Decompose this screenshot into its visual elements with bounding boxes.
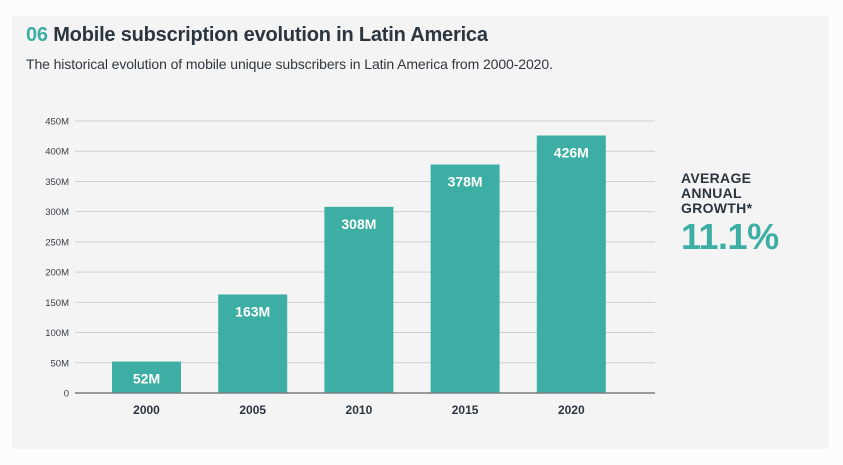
bar [536, 135, 606, 394]
growth-label-line: AVERAGE [681, 170, 752, 186]
bar [324, 206, 394, 393]
chart-number: 06 [26, 24, 48, 46]
average-growth-callout: AVERAGE ANNUAL GROWTH* 11.1% [681, 171, 779, 257]
x-axis-ticks: 2000 2005 2010 2015 2020 [133, 403, 585, 417]
y-tick-label: 400M [45, 147, 69, 158]
bar-data-label: 426M [554, 145, 589, 161]
y-tick-label: 200M [45, 268, 69, 279]
growth-label-line: ANNUAL [681, 185, 742, 201]
y-tick-label: 250M [45, 237, 69, 248]
chart-subtitle: The historical evolution of mobile uniqu… [26, 56, 553, 72]
bar-data-label: 163M [235, 303, 270, 319]
x-tick-label: 2005 [239, 403, 266, 417]
x-tick-label: 2000 [133, 403, 160, 417]
x-tick-label: 2010 [346, 403, 373, 417]
y-axis-ticks: 0 50M 100M 150M 200M 250M 300M 350M 400M 450M [45, 117, 69, 400]
x-tick-label: 2015 [452, 403, 479, 417]
bars: 52M 163M 308M 378M 426M [75, 135, 655, 394]
bar [112, 361, 181, 393]
growth-value: 11.1% [681, 216, 779, 257]
y-tick-label: 300M [45, 207, 69, 218]
bar-data-label: 52M [133, 371, 160, 387]
bar [430, 164, 500, 393]
chart-title: 06 Mobile subscription evolution in Lati… [26, 24, 488, 47]
bar-data-label: 308M [341, 216, 376, 232]
bar [218, 294, 288, 393]
bar-data-label: 378M [448, 174, 483, 190]
y-tick-label: 0 [64, 389, 69, 400]
y-tick-label: 50M [51, 358, 70, 369]
y-tick-label: 150M [45, 298, 69, 309]
y-tick-label: 350M [45, 177, 69, 188]
growth-label-line: GROWTH* [681, 200, 753, 216]
chart-title-text: Mobile subscription evolution in Latin A… [53, 24, 488, 46]
x-tick-label: 2020 [558, 403, 585, 417]
y-tick-label: 100M [45, 328, 69, 339]
y-tick-label: 450M [45, 117, 69, 128]
